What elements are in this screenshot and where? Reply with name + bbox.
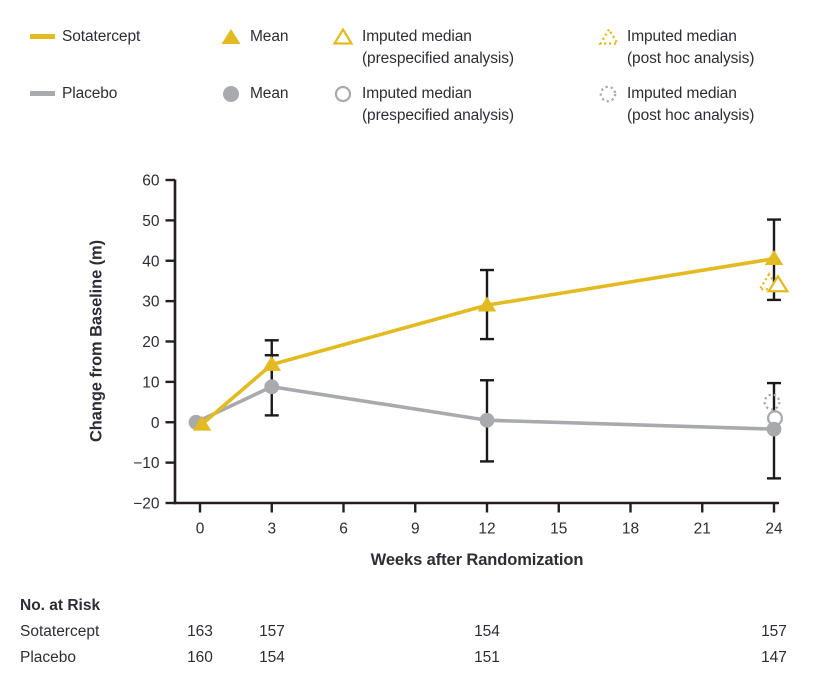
svg-text:24: 24 — [765, 521, 783, 538]
svg-text:9: 9 — [411, 521, 420, 538]
risk-value: 154 — [474, 623, 500, 640]
axes: 60 50 40 30 20 10 0 −10 −20 0 3 6 9 12 15 18 21 24 — [133, 173, 783, 538]
svg-text:10: 10 — [142, 374, 160, 391]
risk-table-title: No. at Risk — [20, 597, 101, 614]
risk-row-label: Sotatercept — [20, 623, 100, 640]
legend-prespecified-line1-placebo: Imputed median — [362, 85, 472, 102]
svg-text:12: 12 — [478, 521, 495, 538]
risk-value: 163 — [187, 623, 213, 640]
svg-text:21: 21 — [694, 521, 711, 538]
mean-triangle-icon — [220, 27, 242, 51]
series-sotatercept — [192, 250, 784, 431]
svg-text:0: 0 — [196, 521, 205, 538]
legend-prespecified-line2-sotatercept: (prespecified analysis) — [362, 50, 514, 67]
svg-text:20: 20 — [142, 334, 160, 351]
svg-text:−10: −10 — [133, 455, 160, 472]
sotatercept-line-swatch — [30, 34, 55, 39]
legend-mean-label-sotatercept: Mean — [250, 28, 289, 45]
imputed-median-prespecified-triangle-icon — [332, 27, 354, 51]
risk-value: 154 — [259, 649, 285, 666]
imputed-median-prespecified-circle-icon — [334, 85, 352, 108]
legend-posthoc-line2-placebo: (post hoc analysis) — [627, 107, 755, 124]
legend-posthoc-line2-sotatercept: (post hoc analysis) — [627, 50, 755, 67]
imputed-median-markers — [757, 272, 790, 427]
imputed-median-posthoc-circle-icon — [599, 85, 617, 108]
risk-value: 157 — [761, 623, 787, 640]
risk-value: 157 — [259, 623, 285, 640]
svg-text:60: 60 — [142, 173, 160, 190]
svg-text:−20: −20 — [133, 496, 160, 513]
error-bars — [264, 218, 781, 480]
svg-text:50: 50 — [142, 213, 160, 230]
legend-posthoc-line1-sotatercept: Imputed median — [627, 28, 737, 45]
svg-text:0: 0 — [151, 415, 160, 432]
svg-text:30: 30 — [142, 294, 160, 311]
legend-placebo-label: Placebo — [62, 85, 118, 102]
mean-circle-icon — [222, 85, 240, 108]
legend-sotatercept-label: Sotatercept — [62, 28, 141, 45]
imputed-median-posthoc-triangle-icon — [598, 27, 620, 51]
legend-prespecified-line1-sotatercept: Imputed median — [362, 28, 472, 45]
risk-value: 147 — [761, 649, 787, 666]
series-placebo — [188, 379, 782, 437]
x-axis-title: Weeks after Randomization — [370, 551, 584, 569]
risk-row-label: Placebo — [20, 649, 77, 666]
risk-value: 160 — [187, 649, 213, 666]
legend-mean-label-placebo: Mean — [250, 85, 289, 102]
placebo-line-swatch — [30, 91, 55, 96]
legend-prespecified-line2-placebo: (prespecified analysis) — [362, 107, 514, 124]
svg-text:15: 15 — [550, 521, 567, 538]
svg-text:3: 3 — [267, 521, 276, 538]
svg-text:18: 18 — [622, 521, 639, 538]
svg-text:40: 40 — [142, 253, 160, 270]
svg-text:6: 6 — [339, 521, 348, 538]
legend-posthoc-line1-placebo: Imputed median — [627, 85, 737, 102]
risk-value: 151 — [474, 649, 500, 666]
y-axis-title: Change from Baseline (m) — [87, 239, 106, 443]
